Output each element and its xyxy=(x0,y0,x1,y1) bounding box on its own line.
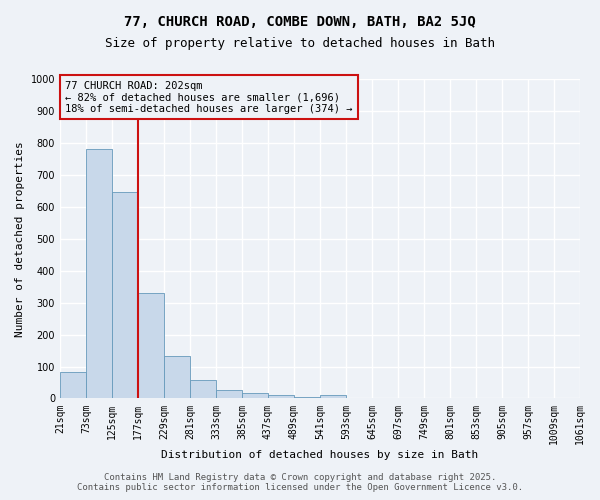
Bar xyxy=(216,390,242,398)
Text: 77 CHURCH ROAD: 202sqm
← 82% of detached houses are smaller (1,696)
18% of semi-: 77 CHURCH ROAD: 202sqm ← 82% of detached… xyxy=(65,80,353,114)
Bar xyxy=(138,293,164,399)
Bar xyxy=(60,372,86,398)
Bar xyxy=(190,380,216,398)
Text: 77, CHURCH ROAD, COMBE DOWN, BATH, BA2 5JQ: 77, CHURCH ROAD, COMBE DOWN, BATH, BA2 5… xyxy=(124,15,476,29)
Bar xyxy=(86,150,112,398)
Bar xyxy=(164,356,190,399)
Bar xyxy=(242,392,268,398)
X-axis label: Distribution of detached houses by size in Bath: Distribution of detached houses by size … xyxy=(161,450,479,460)
Text: Contains HM Land Registry data © Crown copyright and database right 2025.
Contai: Contains HM Land Registry data © Crown c… xyxy=(77,473,523,492)
Bar xyxy=(294,397,320,398)
Bar xyxy=(320,396,346,398)
Text: Size of property relative to detached houses in Bath: Size of property relative to detached ho… xyxy=(105,38,495,51)
Bar xyxy=(112,192,138,398)
Bar xyxy=(268,396,294,398)
Y-axis label: Number of detached properties: Number of detached properties xyxy=(15,141,25,336)
